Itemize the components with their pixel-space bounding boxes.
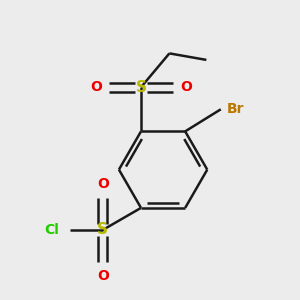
Text: O: O <box>180 80 192 94</box>
Text: O: O <box>90 80 102 94</box>
Text: Br: Br <box>227 102 244 116</box>
Text: Cl: Cl <box>44 223 59 237</box>
Text: S: S <box>136 80 146 95</box>
Text: O: O <box>97 177 109 191</box>
Text: S: S <box>97 223 108 238</box>
Text: O: O <box>97 269 109 283</box>
